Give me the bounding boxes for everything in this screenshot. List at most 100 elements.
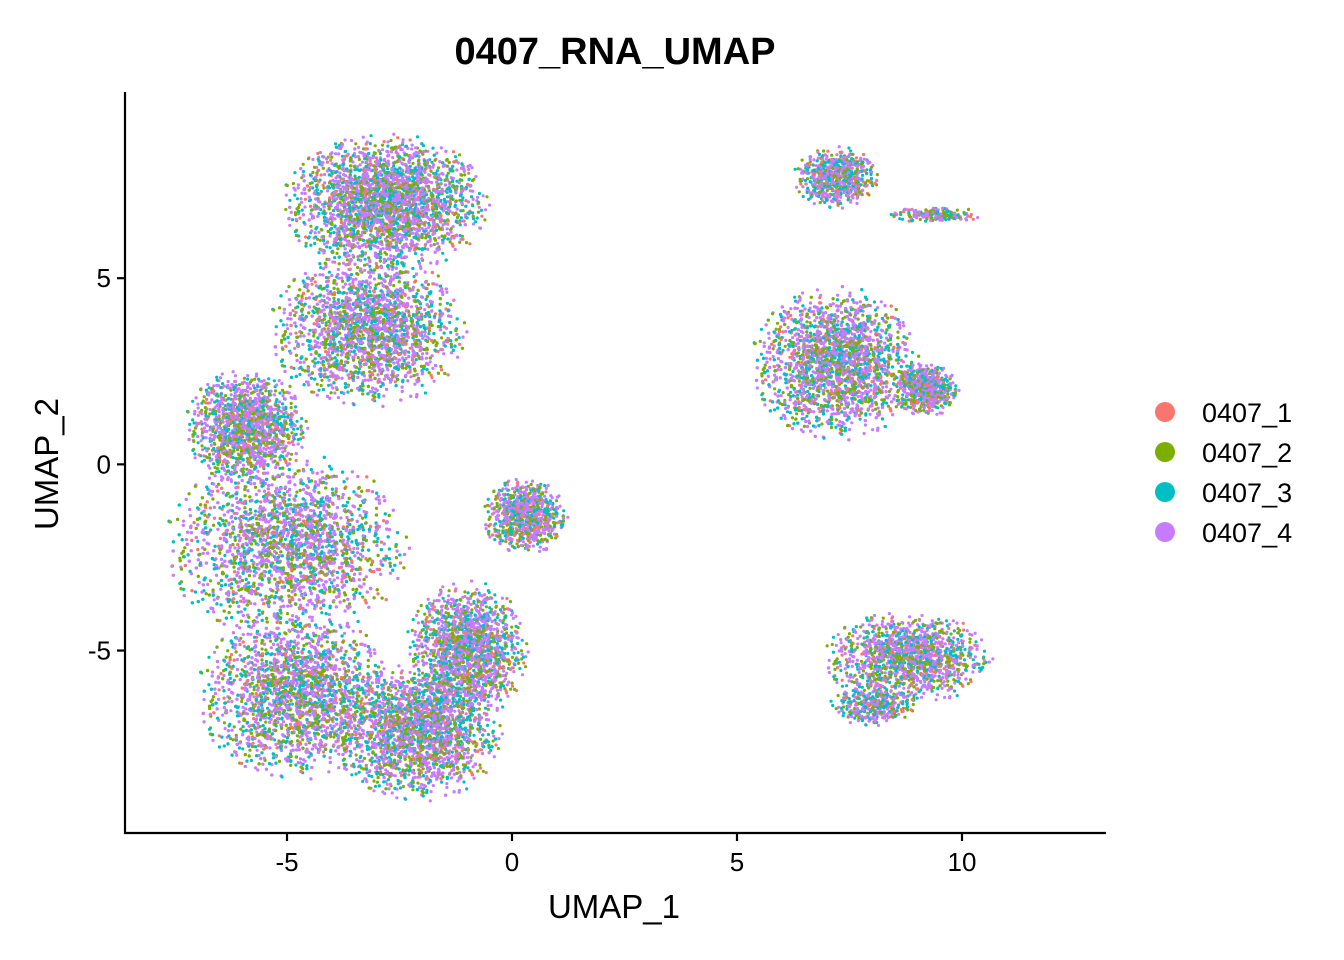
cell-point	[452, 150, 455, 153]
cell-point	[351, 160, 354, 163]
cell-point	[394, 203, 397, 206]
cell-point	[330, 215, 333, 218]
cell-point	[335, 186, 338, 189]
cell-point	[391, 168, 394, 171]
cell-point	[365, 147, 368, 150]
cell-point	[297, 206, 300, 209]
cell-point	[362, 179, 365, 182]
cell-point	[319, 151, 322, 154]
cell-point	[361, 161, 364, 164]
cell-point	[317, 361, 320, 364]
cell-point	[288, 199, 291, 202]
cell-point	[362, 169, 365, 172]
cell-point	[374, 245, 377, 248]
cell-point	[349, 170, 352, 173]
cell-point	[351, 190, 354, 193]
cell-point	[311, 171, 314, 174]
cell-point	[422, 178, 425, 181]
cell-point	[346, 279, 349, 282]
cell-point	[343, 252, 346, 255]
cell-point	[386, 240, 389, 243]
cell-point	[372, 164, 375, 167]
cell-point	[369, 247, 372, 250]
cell-point	[317, 251, 320, 254]
cell-point	[431, 215, 434, 218]
cell-point	[383, 261, 386, 264]
cell-point	[398, 233, 401, 236]
cell-point	[302, 175, 305, 178]
cell-point	[425, 200, 428, 203]
cell-point	[478, 226, 481, 229]
cell-point	[392, 164, 395, 167]
cell-point	[433, 380, 436, 383]
cell-point	[340, 177, 343, 180]
cell-point	[407, 160, 410, 163]
cell-point	[365, 143, 368, 146]
cell-point	[480, 215, 483, 218]
cell-point	[365, 181, 368, 184]
cell-point	[342, 230, 345, 233]
cell-point	[365, 224, 368, 227]
cell-point	[288, 341, 291, 344]
cell-point	[374, 174, 377, 177]
cell-point	[284, 208, 287, 211]
cell-point	[463, 170, 466, 173]
cell-point	[482, 194, 485, 197]
cell-point	[323, 216, 326, 219]
cell-point	[369, 226, 372, 229]
cell-point	[458, 221, 461, 224]
cell-point	[347, 202, 350, 205]
cell-point	[355, 168, 358, 171]
cell-point	[414, 252, 417, 255]
cell-point	[361, 250, 364, 253]
cell-point	[354, 197, 357, 200]
cell-point	[360, 185, 363, 188]
cell-point	[423, 171, 426, 174]
cell-point	[461, 202, 464, 205]
cell-point	[341, 185, 344, 188]
cell-point	[275, 333, 278, 336]
cell-point	[455, 220, 458, 223]
cell-point	[336, 242, 339, 245]
cell-point	[452, 160, 455, 163]
cell-point	[427, 283, 430, 286]
cell-point	[328, 207, 331, 210]
cell-point	[438, 204, 441, 207]
cell-point	[394, 230, 397, 233]
cell-point	[337, 298, 340, 301]
cell-point	[398, 167, 401, 170]
cell-point	[430, 194, 433, 197]
cell-point	[439, 214, 442, 217]
cell-point	[309, 182, 312, 185]
cell-point	[440, 336, 443, 339]
cell-point	[387, 224, 390, 227]
cell-point	[449, 168, 452, 171]
cell-point	[328, 173, 331, 176]
cell-point	[462, 209, 465, 212]
cell-point	[449, 237, 452, 240]
cell-point	[382, 201, 385, 204]
cell-point	[389, 211, 392, 214]
cell-point	[395, 182, 398, 185]
cell-point	[353, 187, 356, 190]
cell-point	[314, 235, 317, 238]
cell-point	[468, 178, 471, 181]
cell-point	[354, 155, 357, 158]
cell-point	[379, 206, 382, 209]
cell-point	[391, 239, 394, 242]
cell-point	[398, 160, 401, 163]
cell-point	[298, 203, 301, 206]
cell-point	[331, 196, 334, 199]
cell-point	[446, 302, 449, 305]
cell-point	[348, 221, 351, 224]
cell-point	[443, 332, 446, 335]
cell-point	[342, 166, 345, 169]
cell-point	[389, 236, 392, 239]
cell-point	[275, 325, 278, 328]
cell-point	[417, 198, 420, 201]
cell-point	[309, 225, 312, 228]
cell-point	[358, 238, 361, 241]
cell-point	[372, 215, 375, 218]
cell-point	[362, 208, 365, 211]
cell-point	[294, 211, 297, 214]
